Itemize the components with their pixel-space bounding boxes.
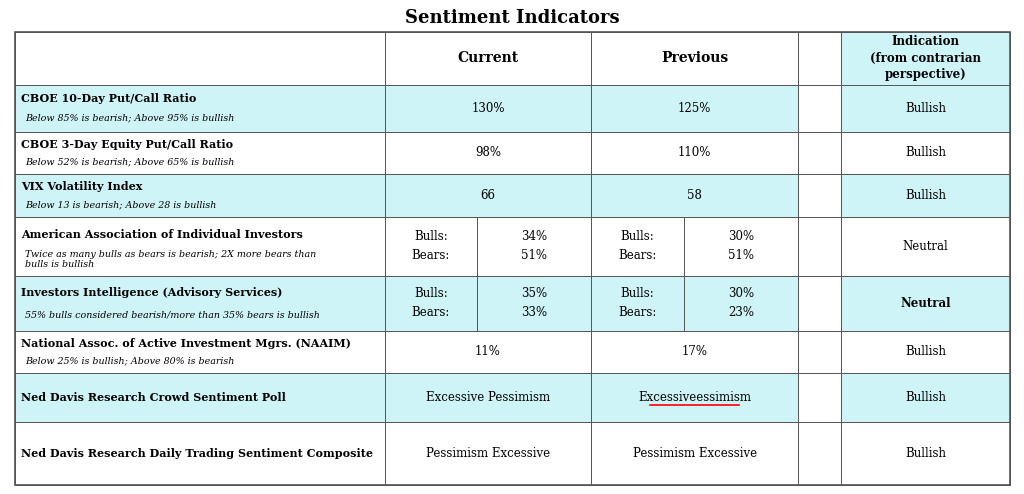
Bar [798,131,842,174]
Bar [798,217,842,276]
Text: Excessiveessimism: Excessiveessimism [638,391,752,404]
Bar [15,422,385,485]
Text: 58: 58 [687,189,702,202]
Text: Bullish: Bullish [905,391,946,404]
Bar [591,276,684,330]
Bar [842,32,1010,85]
Bar [477,276,591,330]
Text: Bullish: Bullish [905,345,946,359]
Bar [842,85,1010,131]
Text: Neutral: Neutral [903,240,948,253]
Bar [842,276,1010,330]
Bar [385,330,591,373]
Text: Bulls:
Bears:: Bulls: Bears: [618,230,656,262]
Text: Twice as many bulls as bears is bearish; 2X more bears than
bulls is bullish: Twice as many bulls as bears is bearish;… [25,249,316,269]
Bar [385,174,591,217]
Text: 11%: 11% [475,345,501,359]
Text: Investors Intelligence (Advisory Services): Investors Intelligence (Advisory Service… [22,287,283,298]
Text: Bulls:
Bears:: Bulls: Bears: [412,287,451,319]
Text: 17%: 17% [682,345,708,359]
Text: Pessimism Excessive: Pessimism Excessive [426,447,550,460]
Bar [385,422,591,485]
Text: Indication
(from contrarian
perspective): Indication (from contrarian perspective) [870,36,981,82]
Bar [385,373,591,422]
Bar [385,217,477,276]
Bar [798,174,842,217]
Text: 66: 66 [480,189,496,202]
Text: 125%: 125% [678,102,712,115]
Bar [842,373,1010,422]
Text: Below 52% is bearish; Above 65% is bullish: Below 52% is bearish; Above 65% is bulli… [25,158,234,167]
Text: Bulls:
Bears:: Bulls: Bears: [412,230,451,262]
Text: 34%
51%: 34% 51% [521,230,547,262]
Bar [842,422,1010,485]
Bar [591,217,684,276]
Bar [15,32,385,85]
Bar [798,32,842,85]
Bar [385,85,591,131]
Bar [15,174,385,217]
Text: Excessive Pessimism: Excessive Pessimism [426,391,550,404]
Text: Ned Davis Research Crowd Sentiment Poll: Ned Davis Research Crowd Sentiment Poll [22,392,286,403]
Text: Previous: Previous [662,51,728,65]
Bar [842,217,1010,276]
Bar [684,217,798,276]
Bar [798,373,842,422]
Text: CBOE 10-Day Put/Call Ratio: CBOE 10-Day Put/Call Ratio [22,93,197,104]
Text: 55% bulls considered bearish/more than 35% bears is bullish: 55% bulls considered bearish/more than 3… [25,311,319,320]
Bar [15,373,385,422]
Bar [591,32,798,85]
Bar [591,174,798,217]
Text: Ned Davis Research Daily Trading Sentiment Composite: Ned Davis Research Daily Trading Sentime… [22,448,373,459]
Bar [798,422,842,485]
Bar [798,330,842,373]
Bar [591,373,798,422]
Bar [15,330,385,373]
Text: National Assoc. of Active Investment Mgrs. (NAAIM): National Assoc. of Active Investment Mgr… [22,338,351,349]
Text: Bulls:
Bears:: Bulls: Bears: [618,287,656,319]
Bar [684,276,798,330]
Text: Neutral: Neutral [900,297,951,310]
Text: Below 85% is bearish; Above 95% is bullish: Below 85% is bearish; Above 95% is bulli… [25,114,234,123]
Text: Pessimism Excessive: Pessimism Excessive [633,447,757,460]
Bar [591,330,798,373]
Bar [591,131,798,174]
Text: Sentiment Indicators: Sentiment Indicators [404,9,620,27]
Text: Bullish: Bullish [905,447,946,460]
Text: Bullish: Bullish [905,102,946,115]
Bar [15,217,385,276]
Bar [385,32,591,85]
Text: 30%
51%: 30% 51% [728,230,754,262]
Bar [798,85,842,131]
Text: 110%: 110% [678,146,712,160]
Bar [842,330,1010,373]
Bar [798,276,842,330]
Bar [842,131,1010,174]
Text: Bullish: Bullish [905,189,946,202]
Bar [385,276,477,330]
Text: Bullish: Bullish [905,146,946,160]
Text: CBOE 3-Day Equity Put/Call Ratio: CBOE 3-Day Equity Put/Call Ratio [22,139,233,150]
Bar [591,85,798,131]
Bar [842,174,1010,217]
Text: 98%: 98% [475,146,501,160]
Text: Below 25% is bullish; Above 80% is bearish: Below 25% is bullish; Above 80% is beari… [25,357,234,366]
Bar [477,217,591,276]
Bar [591,422,798,485]
Text: 30%
23%: 30% 23% [728,287,754,319]
Bar [15,131,385,174]
Text: Current: Current [458,51,518,65]
Text: 35%
33%: 35% 33% [521,287,547,319]
Text: Below 13 is bearish; Above 28 is bullish: Below 13 is bearish; Above 28 is bullish [25,201,216,209]
Text: VIX Volatility Index: VIX Volatility Index [22,181,142,193]
Text: American Association of Individual Investors: American Association of Individual Inves… [22,229,303,240]
Bar [15,85,385,131]
Text: 130%: 130% [471,102,505,115]
Bar [15,276,385,330]
Bar [385,131,591,174]
